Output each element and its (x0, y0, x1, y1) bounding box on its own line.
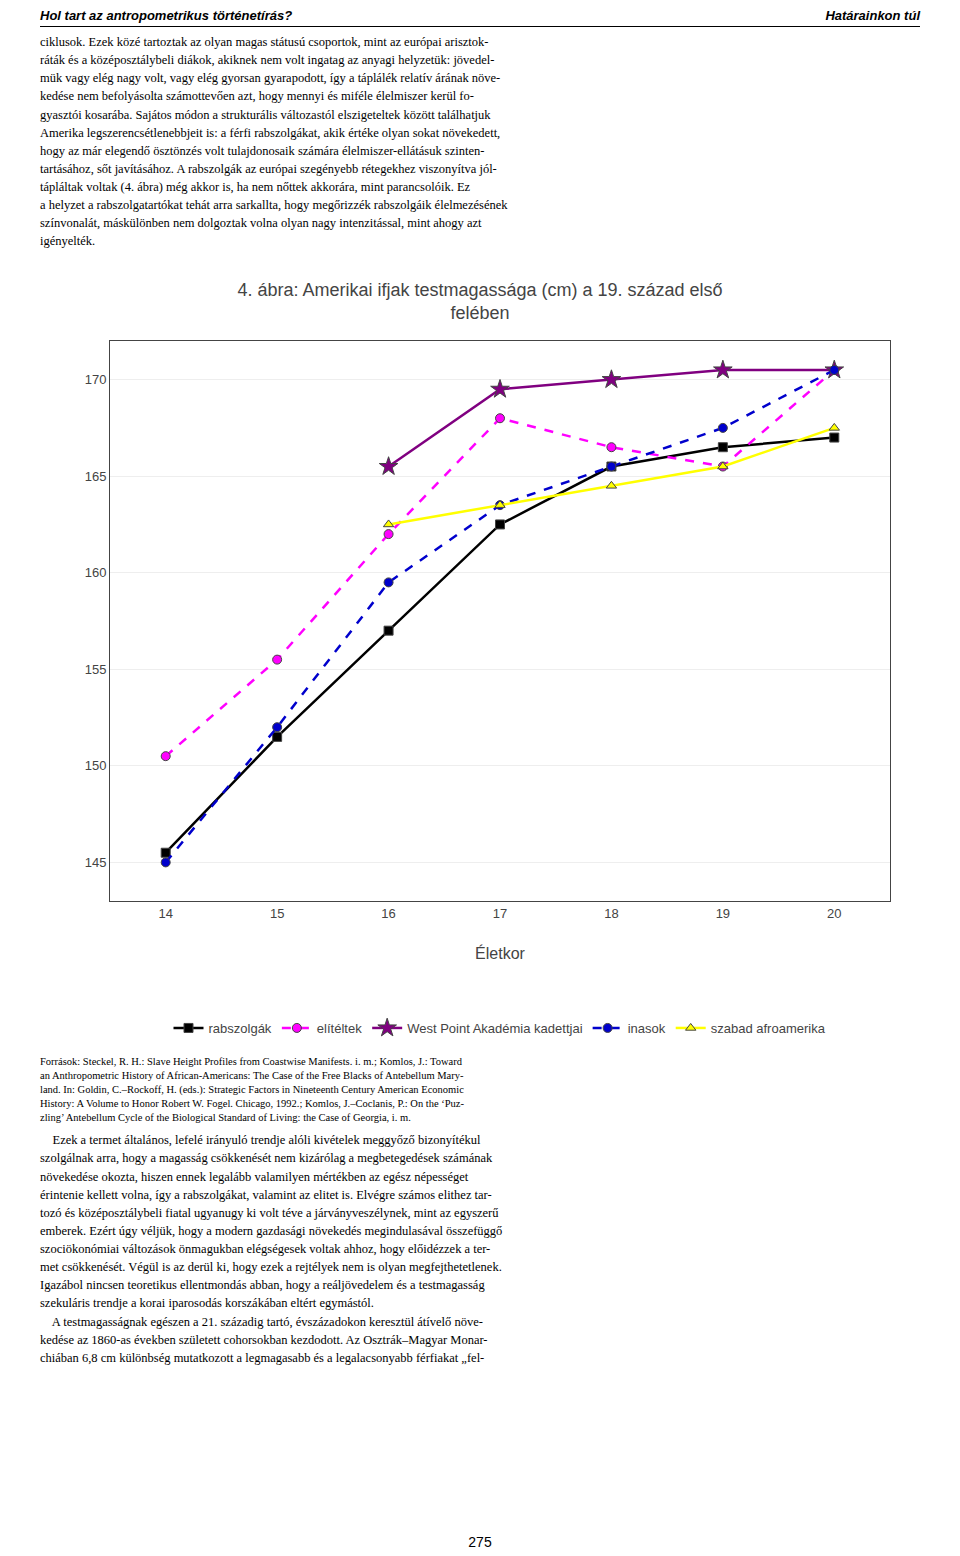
svg-text:14: 14 (158, 905, 172, 920)
svg-text:19: 19 (716, 905, 730, 920)
svg-text:170: 170 (85, 372, 107, 387)
svg-text:szabad afroamerika: szabad afroamerika (711, 1021, 826, 1036)
svg-text:West Point Akadémia kadettjai: West Point Akadémia kadettjai (407, 1021, 582, 1036)
svg-text:165: 165 (85, 468, 107, 483)
svg-text:inasok: inasok (628, 1021, 666, 1036)
svg-text:rabszolgák: rabszolgák (209, 1021, 272, 1036)
html-text:ciklusok. Ezek közé tartoztak: ciklusok. Ezek közé tartoztak az olyan m… (40, 35, 508, 249)
svg-text:145: 145 (85, 854, 107, 869)
svg-text:150: 150 (85, 758, 107, 773)
svg-text:18: 18 (604, 905, 618, 920)
svg-text:elítéltek: elítéltek (317, 1021, 362, 1036)
svg-text:Életkor: Életkor (475, 944, 525, 962)
svg-text:15: 15 (270, 905, 284, 920)
svg-text:16: 16 (381, 905, 395, 920)
svg-text:17: 17 (493, 905, 507, 920)
html-text:275: 275 (468, 1534, 492, 1550)
html-text:Ezek a termet általános, lefel: Ezek a termet általános, lefelé irányuló… (40, 1133, 503, 1365)
svg-text:20: 20 (827, 905, 841, 920)
svg-text:4. ábra: Amerikai ifjak testma: 4. ábra: Amerikai ifjak testmagassága (c… (237, 280, 722, 323)
html-text:Források: Steckel, R. H.: Slav: Források: Steckel, R. H.: Slave Height P… (40, 1055, 464, 1124)
svg-text:155: 155 (85, 661, 107, 676)
html-text:Hol tart az antropometrikus tö: Hol tart az antropometrikus történetírás… (40, 8, 293, 23)
svg-text:160: 160 (85, 565, 107, 580)
html-text:Határainkon túl: Határainkon túl (825, 8, 920, 23)
